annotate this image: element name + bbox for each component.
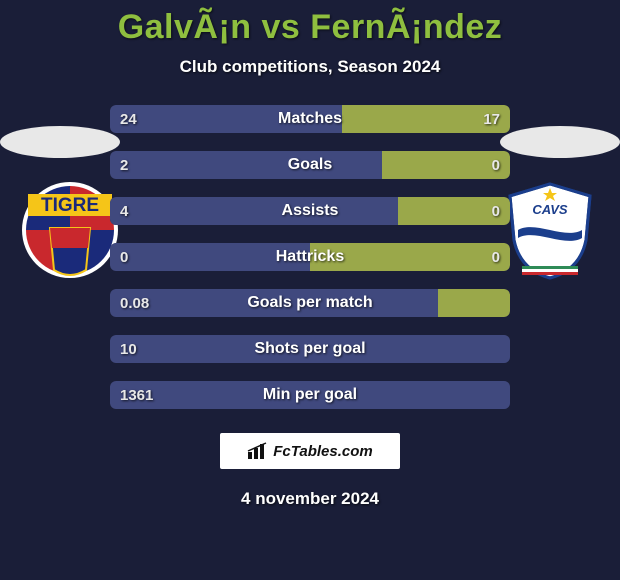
stat-bar-left <box>110 243 310 271</box>
stat-bar-right <box>398 197 510 225</box>
stat-row: 1361Min per goal <box>110 381 510 409</box>
stat-bar-right <box>310 243 510 271</box>
velez-badge-icon: CAVS <box>500 180 600 280</box>
team-badge-right: CAVS <box>500 180 600 280</box>
stat-bar-left <box>110 197 398 225</box>
stat-row: 00Hattricks <box>110 243 510 271</box>
stat-bar-right <box>342 105 510 133</box>
branding-label: FcTables.com <box>273 443 372 460</box>
branding-box: FcTables.com <box>220 433 400 469</box>
stat-row: 0.08Goals per match <box>110 289 510 317</box>
player-shadow-left <box>0 126 120 158</box>
player-shadow-right <box>500 126 620 158</box>
stat-row: 2417Matches <box>110 105 510 133</box>
stat-bar-left <box>110 381 510 409</box>
comparison-date: 4 november 2024 <box>0 489 620 509</box>
stat-bar-right <box>382 151 510 179</box>
stat-bar-left <box>110 151 382 179</box>
tigre-badge-icon: TIGRE <box>20 180 120 280</box>
stat-row: 40Assists <box>110 197 510 225</box>
stat-bar-left <box>110 105 342 133</box>
stat-bar-left <box>110 335 510 363</box>
svg-text:TIGRE: TIGRE <box>41 195 99 216</box>
stat-row: 20Goals <box>110 151 510 179</box>
svg-text:CAVS: CAVS <box>532 202 567 217</box>
bars-chart-icon <box>247 442 269 460</box>
stat-row: 10Shots per goal <box>110 335 510 363</box>
stats-bar-list: 2417Matches 20Goals 40Assists 00Hattricks 0.… <box>110 105 510 409</box>
stat-bar-right <box>438 289 510 317</box>
team-badge-left: TIGRE <box>20 180 120 280</box>
stat-bar-left <box>110 289 438 317</box>
comparison-subtitle: Club competitions, Season 2024 <box>0 57 620 77</box>
comparison-title: GalvÃ¡n vs FernÃ¡ndez <box>0 8 620 47</box>
